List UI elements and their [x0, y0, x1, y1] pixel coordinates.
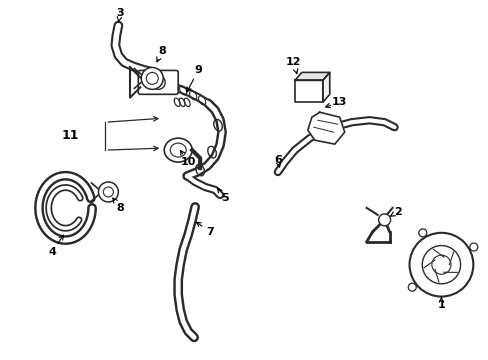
Text: 12: 12: [285, 58, 301, 67]
Polygon shape: [322, 72, 329, 102]
Circle shape: [407, 283, 415, 291]
Text: 7: 7: [206, 227, 214, 237]
Circle shape: [98, 182, 118, 202]
Text: 9: 9: [194, 66, 202, 76]
Polygon shape: [294, 80, 322, 102]
Text: 3: 3: [116, 8, 124, 18]
Text: 11: 11: [61, 129, 79, 142]
Circle shape: [378, 214, 390, 226]
Circle shape: [408, 233, 472, 297]
Circle shape: [418, 229, 426, 237]
Polygon shape: [294, 72, 329, 80]
Text: 2: 2: [393, 207, 401, 217]
Text: 8: 8: [158, 45, 166, 55]
Text: 5: 5: [221, 193, 228, 203]
Circle shape: [141, 67, 163, 89]
Text: 13: 13: [331, 97, 346, 107]
Text: 1: 1: [437, 300, 445, 310]
Ellipse shape: [164, 138, 192, 162]
FancyBboxPatch shape: [138, 71, 178, 94]
Circle shape: [469, 243, 477, 251]
Text: 10: 10: [180, 157, 196, 167]
Text: 8: 8: [116, 203, 124, 213]
Text: 4: 4: [48, 247, 57, 257]
Polygon shape: [307, 112, 344, 144]
Text: 6: 6: [273, 155, 281, 165]
